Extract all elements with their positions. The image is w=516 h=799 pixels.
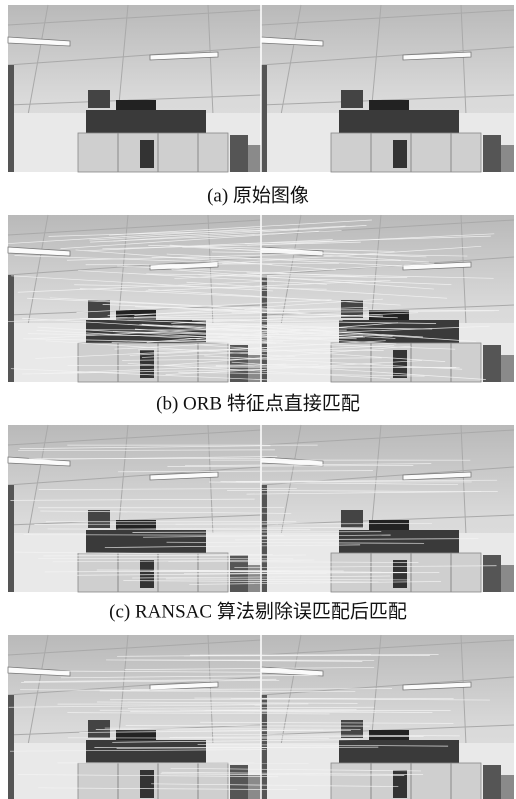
image-panel	[8, 425, 514, 592]
caption: (a) 原始图像	[207, 184, 309, 206]
left-image	[8, 5, 261, 172]
page: (a) 原始图像 (b) ORB 特征点直接匹配 (c) RANSAC 算法剔除…	[0, 0, 516, 799]
image-panel	[8, 215, 514, 382]
right-image	[261, 5, 514, 172]
figure: (a) 原始图像 (b) ORB 特征点直接匹配 (c) RANSAC 算法剔除…	[0, 0, 516, 799]
image-panel	[8, 5, 514, 172]
image-panel	[8, 635, 514, 799]
caption: (b) ORB 特征点直接匹配	[156, 392, 360, 414]
caption: (c) RANSAC 算法剔除误匹配后匹配	[109, 600, 407, 622]
